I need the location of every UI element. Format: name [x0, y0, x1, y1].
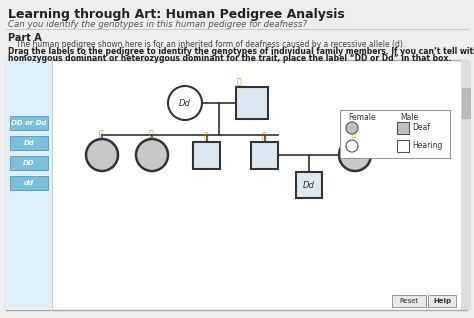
- Circle shape: [346, 122, 358, 134]
- Circle shape: [136, 139, 168, 171]
- Bar: [397, 122, 409, 134]
- Text: Dd: Dd: [303, 181, 315, 190]
- Bar: [10, 136, 48, 150]
- Text: Hearing: Hearing: [412, 142, 442, 150]
- Bar: [6, 60, 467, 310]
- Text: ⓔ: ⓔ: [262, 132, 266, 141]
- Bar: [340, 110, 450, 158]
- Text: DD or Dd: DD or Dd: [11, 120, 47, 126]
- Text: Dd: Dd: [24, 140, 35, 146]
- Text: homozygous dominant or heterozygous dominant for the trait, place the label “DD : homozygous dominant or heterozygous domi…: [8, 54, 451, 63]
- Bar: [392, 295, 426, 307]
- Bar: [6, 60, 52, 310]
- Text: Drag the labels to the pedigree to identify the genotypes of individual family m: Drag the labels to the pedigree to ident…: [8, 47, 474, 56]
- Circle shape: [346, 140, 358, 152]
- Bar: [397, 140, 409, 152]
- Text: Part A: Part A: [8, 33, 42, 43]
- Bar: [10, 156, 48, 170]
- Bar: [296, 172, 322, 198]
- Text: Help: Help: [433, 298, 451, 304]
- Text: The human pedigree shown here is for an inherited form of deafness caused by a r: The human pedigree shown here is for an …: [16, 40, 405, 49]
- Bar: [10, 116, 48, 130]
- Bar: [462, 88, 470, 118]
- Text: ⓐ: ⓐ: [237, 77, 242, 86]
- Bar: [461, 60, 471, 310]
- Text: Female: Female: [348, 113, 375, 122]
- Text: Deaf: Deaf: [412, 123, 430, 133]
- Bar: [428, 295, 456, 307]
- Text: Can you identify the genotypes in this human pedigree for deafness?: Can you identify the genotypes in this h…: [8, 20, 307, 29]
- Text: Male: Male: [400, 113, 418, 122]
- Bar: [10, 176, 48, 190]
- Text: dd: dd: [24, 180, 34, 186]
- Text: Dd: Dd: [179, 99, 191, 107]
- Bar: [193, 142, 220, 169]
- Circle shape: [168, 86, 202, 120]
- Text: ⓓ: ⓓ: [204, 132, 208, 141]
- Circle shape: [339, 139, 371, 171]
- Text: ⓑ: ⓑ: [99, 129, 103, 138]
- Text: DD: DD: [23, 160, 35, 166]
- Circle shape: [86, 139, 118, 171]
- Text: ⓒ: ⓒ: [149, 129, 153, 138]
- Bar: [252, 142, 279, 169]
- Text: Learning through Art: Human Pedigree Analysis: Learning through Art: Human Pedigree Ana…: [8, 8, 345, 21]
- Bar: [236, 87, 268, 119]
- Text: ⓕ: ⓕ: [352, 129, 356, 138]
- Text: Reset: Reset: [400, 298, 419, 304]
